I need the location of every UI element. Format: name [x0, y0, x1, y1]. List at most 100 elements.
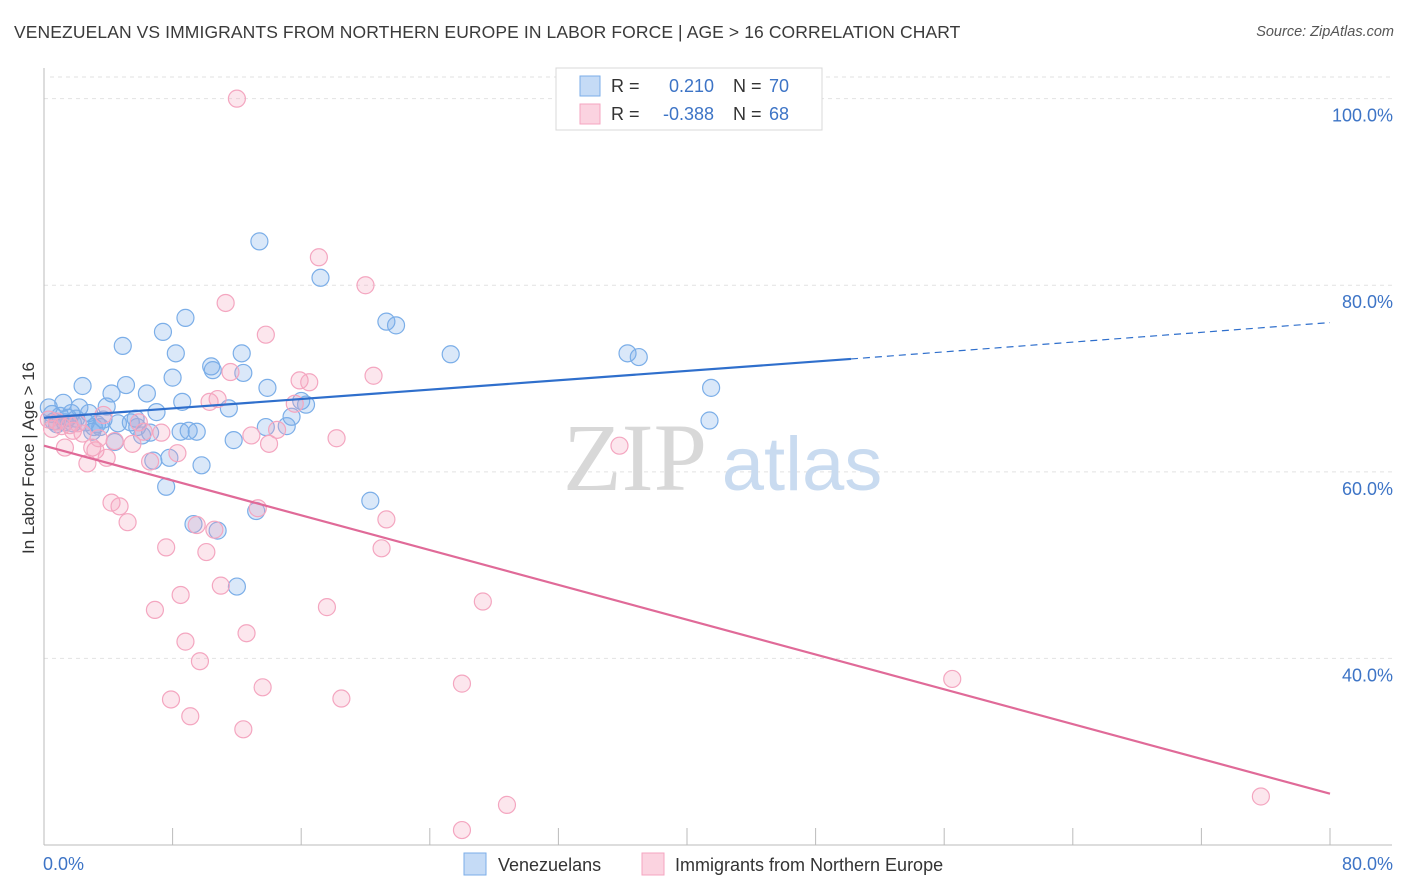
venezuelan-point	[441, 345, 460, 364]
legend-r-value-2: -0.388	[663, 104, 714, 124]
y-tick-label: 80.0%	[1342, 292, 1393, 312]
immigrant-point	[129, 413, 148, 432]
immigrant-point	[187, 515, 206, 535]
immigrant-point	[473, 592, 492, 611]
immigrant-point	[190, 652, 210, 671]
immigrant-point	[176, 632, 195, 651]
legend-swatch-venezuelans	[579, 75, 601, 97]
venezuelan-point	[102, 384, 121, 403]
immigrant-trend-line	[43, 444, 1331, 795]
immigrant-point	[1251, 787, 1270, 806]
venezuelan-point	[386, 316, 406, 335]
immigrant-point	[234, 720, 253, 739]
x-tick-label: 80.0%	[1342, 854, 1393, 874]
immigrant-point	[197, 542, 216, 562]
immigrant-point	[105, 431, 124, 451]
venezuelan-point	[700, 411, 719, 430]
venezuelan-point	[234, 363, 253, 383]
venezuelan-point	[137, 384, 156, 403]
venezuelan-point	[227, 577, 246, 596]
immigrant-point	[452, 674, 472, 693]
y-axis-label: In Labor Force | Age > 16	[19, 362, 38, 554]
y-tick-label: 40.0%	[1342, 665, 1393, 685]
data-points	[39, 89, 1270, 840]
immigrant-point	[145, 600, 165, 620]
trend-lines	[43, 321, 1331, 795]
watermark: ZIP atlas	[563, 404, 882, 511]
immigrant-point	[205, 520, 224, 539]
immigrant-point	[140, 452, 160, 471]
chart-source: Source: ZipAtlas.com	[1256, 24, 1394, 40]
immigrant-point	[181, 707, 200, 726]
immigrant-point	[256, 325, 275, 344]
immigrant-point	[83, 438, 102, 457]
immigrant-point	[377, 510, 396, 529]
venezuelan-point	[176, 308, 195, 327]
immigrant-point	[221, 362, 240, 382]
immigrant-point	[171, 585, 190, 605]
immigrant-point	[300, 373, 319, 392]
immigrant-point	[497, 795, 517, 814]
legend-n-label-2: N =	[733, 104, 762, 124]
bottom-legend-label-venezuelans: Venezuelans	[498, 855, 601, 875]
immigrant-point	[216, 293, 235, 313]
immigrant-point	[259, 434, 279, 453]
bottom-legend-label-immigrants: Immigrants from Northern Europe	[675, 855, 943, 875]
immigrant-point	[89, 429, 108, 448]
venezuelan-point	[166, 344, 185, 363]
venezuelan-point	[232, 344, 251, 363]
venezuelan-trend-line	[43, 357, 852, 419]
legend-swatch-immigrants	[579, 103, 601, 125]
legend-top: R = 0.210 N = 70 R = -0.388 N = 68	[555, 67, 823, 131]
immigrant-point	[327, 429, 346, 448]
venezuelan-point	[377, 312, 396, 331]
immigrant-point	[110, 497, 129, 516]
immigrant-point	[157, 538, 176, 557]
immigrant-point	[242, 426, 261, 445]
immigrant-point	[118, 513, 137, 532]
venezuelan-point	[277, 417, 296, 436]
venezuelan-point	[108, 414, 128, 433]
immigrant-point	[364, 366, 383, 385]
x-tick-label: 0.0%	[43, 854, 84, 874]
immigrant-point	[332, 689, 351, 708]
immigrant-point	[943, 669, 962, 689]
venezuelan-point	[113, 336, 132, 355]
venezuelan-point	[153, 322, 173, 341]
venezuelan-trend-extension	[850, 321, 1331, 360]
venezuelan-point	[224, 431, 243, 450]
y-tick-label: 60.0%	[1342, 479, 1393, 499]
venezuelan-point	[629, 347, 648, 367]
venezuelan-point	[250, 232, 269, 251]
venezuelan-point	[361, 491, 380, 510]
legend-n-label-1: N =	[733, 76, 762, 96]
immigrant-point	[372, 539, 391, 558]
venezuelan-point	[311, 268, 330, 287]
watermark-atlas: atlas	[722, 422, 883, 507]
immigrant-point	[356, 276, 375, 295]
immigrant-point	[211, 576, 230, 595]
immigrant-point	[285, 394, 304, 413]
venezuelan-point	[702, 378, 721, 397]
venezuelan-point	[73, 376, 92, 396]
immigrant-point	[610, 436, 629, 455]
venezuelan-point	[258, 378, 277, 397]
watermark-zip: ZIP	[563, 404, 707, 511]
venezuelan-point	[147, 403, 166, 422]
venezuelan-point	[163, 368, 182, 387]
immigrant-point	[253, 678, 272, 697]
immigrant-point	[168, 444, 187, 463]
legend-n-value-2: 68	[769, 104, 789, 124]
venezuelan-point	[116, 375, 136, 395]
immigrant-point	[309, 248, 328, 267]
legend-r-value-1: 0.210	[669, 76, 714, 96]
venezuelan-point	[173, 392, 192, 411]
immigrant-point	[152, 423, 171, 442]
legend-r-label-1: R =	[611, 76, 640, 96]
axes	[43, 68, 1392, 846]
immigrant-point	[161, 690, 181, 709]
immigrant-point	[227, 89, 246, 108]
immigrant-point	[452, 820, 472, 840]
immigrant-point	[267, 420, 287, 439]
